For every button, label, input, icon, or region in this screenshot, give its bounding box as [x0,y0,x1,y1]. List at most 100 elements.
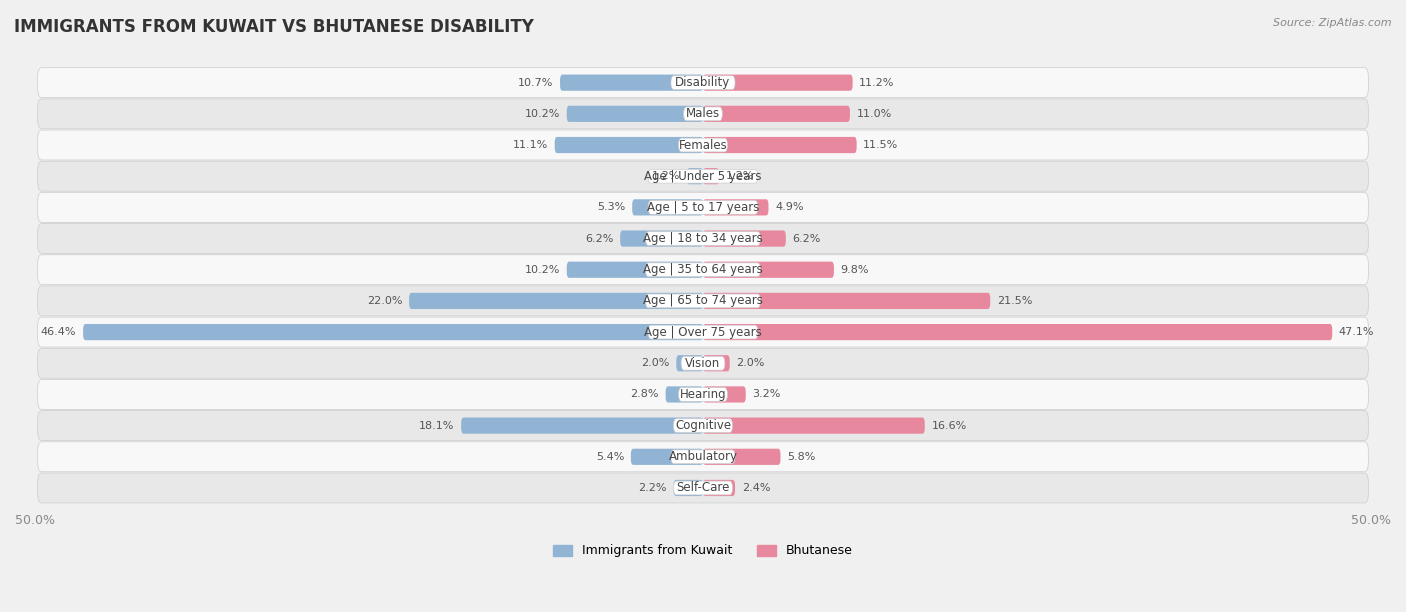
Text: 2.0%: 2.0% [737,358,765,368]
FancyBboxPatch shape [83,324,703,340]
FancyBboxPatch shape [683,107,723,121]
FancyBboxPatch shape [38,161,1368,191]
Text: 5.3%: 5.3% [598,203,626,212]
FancyBboxPatch shape [38,99,1368,129]
FancyBboxPatch shape [703,449,780,465]
Text: Self-Care: Self-Care [676,482,730,494]
FancyBboxPatch shape [645,263,761,277]
Text: 1.2%: 1.2% [652,171,681,181]
Text: 4.9%: 4.9% [775,203,804,212]
Text: 10.2%: 10.2% [524,109,560,119]
Text: 16.6%: 16.6% [931,420,967,431]
Text: 11.1%: 11.1% [513,140,548,150]
FancyBboxPatch shape [688,168,703,184]
Text: 22.0%: 22.0% [367,296,402,306]
FancyBboxPatch shape [633,200,703,215]
Text: 3.2%: 3.2% [752,389,780,400]
Text: 6.2%: 6.2% [793,234,821,244]
Text: 1.2%: 1.2% [725,171,754,181]
FancyBboxPatch shape [703,293,990,309]
FancyBboxPatch shape [38,317,1368,347]
FancyBboxPatch shape [38,442,1368,472]
FancyBboxPatch shape [703,417,925,434]
Text: Disability: Disability [675,76,731,89]
FancyBboxPatch shape [665,386,703,403]
Text: Females: Females [679,138,727,152]
Text: 2.4%: 2.4% [742,483,770,493]
FancyBboxPatch shape [703,200,769,215]
FancyBboxPatch shape [38,286,1368,316]
Text: 21.5%: 21.5% [997,296,1032,306]
FancyBboxPatch shape [703,106,851,122]
FancyBboxPatch shape [703,261,834,278]
Text: 2.8%: 2.8% [630,389,659,400]
FancyBboxPatch shape [703,386,745,403]
FancyBboxPatch shape [703,324,1333,340]
FancyBboxPatch shape [703,480,735,496]
Text: Males: Males [686,107,720,121]
FancyBboxPatch shape [703,137,856,153]
Text: 5.8%: 5.8% [787,452,815,462]
FancyBboxPatch shape [679,138,727,152]
FancyBboxPatch shape [645,232,761,245]
Text: Cognitive: Cognitive [675,419,731,432]
Text: Age | 5 to 17 years: Age | 5 to 17 years [647,201,759,214]
Text: 10.7%: 10.7% [517,78,554,88]
Text: IMMIGRANTS FROM KUWAIT VS BHUTANESE DISABILITY: IMMIGRANTS FROM KUWAIT VS BHUTANESE DISA… [14,18,534,36]
Text: 18.1%: 18.1% [419,420,454,431]
Legend: Immigrants from Kuwait, Bhutanese: Immigrants from Kuwait, Bhutanese [548,539,858,562]
Text: Source: ZipAtlas.com: Source: ZipAtlas.com [1274,18,1392,28]
Text: Hearing: Hearing [679,388,727,401]
Text: 9.8%: 9.8% [841,265,869,275]
FancyBboxPatch shape [671,450,735,464]
FancyBboxPatch shape [409,293,703,309]
Text: Age | 35 to 64 years: Age | 35 to 64 years [643,263,763,276]
Text: 6.2%: 6.2% [585,234,613,244]
FancyBboxPatch shape [461,417,703,434]
FancyBboxPatch shape [679,387,727,401]
FancyBboxPatch shape [648,170,758,183]
FancyBboxPatch shape [38,223,1368,253]
FancyBboxPatch shape [620,231,703,247]
FancyBboxPatch shape [38,68,1368,98]
FancyBboxPatch shape [38,379,1368,409]
Text: 5.4%: 5.4% [596,452,624,462]
Text: 11.0%: 11.0% [856,109,891,119]
Text: Ambulatory: Ambulatory [668,450,738,463]
FancyBboxPatch shape [703,168,718,184]
FancyBboxPatch shape [703,355,730,371]
FancyBboxPatch shape [560,75,703,91]
FancyBboxPatch shape [648,325,758,339]
Text: Age | 18 to 34 years: Age | 18 to 34 years [643,232,763,245]
FancyBboxPatch shape [38,411,1368,441]
FancyBboxPatch shape [703,75,852,91]
Text: Age | Over 75 years: Age | Over 75 years [644,326,762,338]
FancyBboxPatch shape [681,356,725,370]
Text: 46.4%: 46.4% [41,327,76,337]
Text: 11.2%: 11.2% [859,78,894,88]
FancyBboxPatch shape [38,192,1368,222]
Text: Age | 65 to 74 years: Age | 65 to 74 years [643,294,763,307]
FancyBboxPatch shape [567,261,703,278]
Text: Vision: Vision [685,357,721,370]
FancyBboxPatch shape [555,137,703,153]
FancyBboxPatch shape [631,449,703,465]
FancyBboxPatch shape [671,76,735,89]
FancyBboxPatch shape [38,130,1368,160]
Text: 2.0%: 2.0% [641,358,669,368]
FancyBboxPatch shape [703,231,786,247]
FancyBboxPatch shape [38,348,1368,378]
Text: 2.2%: 2.2% [638,483,666,493]
FancyBboxPatch shape [38,473,1368,503]
FancyBboxPatch shape [648,201,758,214]
Text: 47.1%: 47.1% [1339,327,1375,337]
FancyBboxPatch shape [676,355,703,371]
FancyBboxPatch shape [567,106,703,122]
FancyBboxPatch shape [673,480,703,496]
FancyBboxPatch shape [38,255,1368,285]
FancyBboxPatch shape [673,419,733,433]
Text: 11.5%: 11.5% [863,140,898,150]
Text: Age | Under 5 years: Age | Under 5 years [644,170,762,183]
FancyBboxPatch shape [673,481,733,495]
FancyBboxPatch shape [645,294,761,308]
